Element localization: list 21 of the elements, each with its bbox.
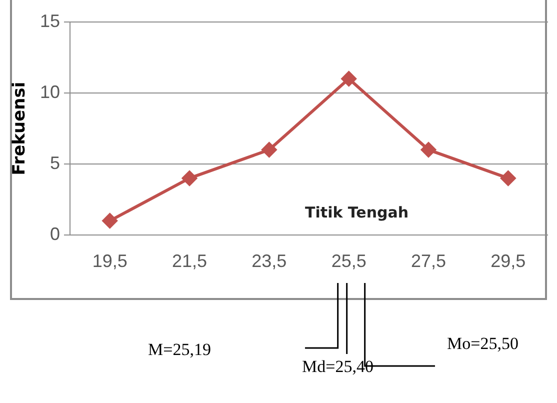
- x-axis-title: Titik Tengah: [305, 204, 409, 222]
- x-tick-label: 27,5: [410, 250, 446, 271]
- point: [500, 170, 516, 186]
- text: Mo=25,50: [447, 334, 518, 354]
- y-tick-label: 15: [40, 10, 60, 31]
- x-tick-label: 29,5: [490, 250, 526, 271]
- y-tick-label: 10: [40, 82, 60, 102]
- text: M=25,19: [148, 340, 211, 360]
- text: Md=25,40: [302, 357, 374, 377]
- point: [102, 213, 118, 228]
- y-tick-label: 5: [50, 152, 60, 173]
- point: [341, 71, 356, 86]
- point: [182, 170, 197, 186]
- y-axis-title: Frekuensi: [10, 82, 30, 176]
- x-tick-label: 23,5: [252, 250, 287, 271]
- x-tick-label: 21,5: [172, 250, 208, 271]
- x-tick-label: 25,5: [331, 250, 366, 271]
- x-tick-label: 19,5: [92, 250, 128, 271]
- point: [421, 142, 436, 158]
- y-tick-label: 0: [50, 224, 60, 244]
- point: [262, 142, 277, 158]
